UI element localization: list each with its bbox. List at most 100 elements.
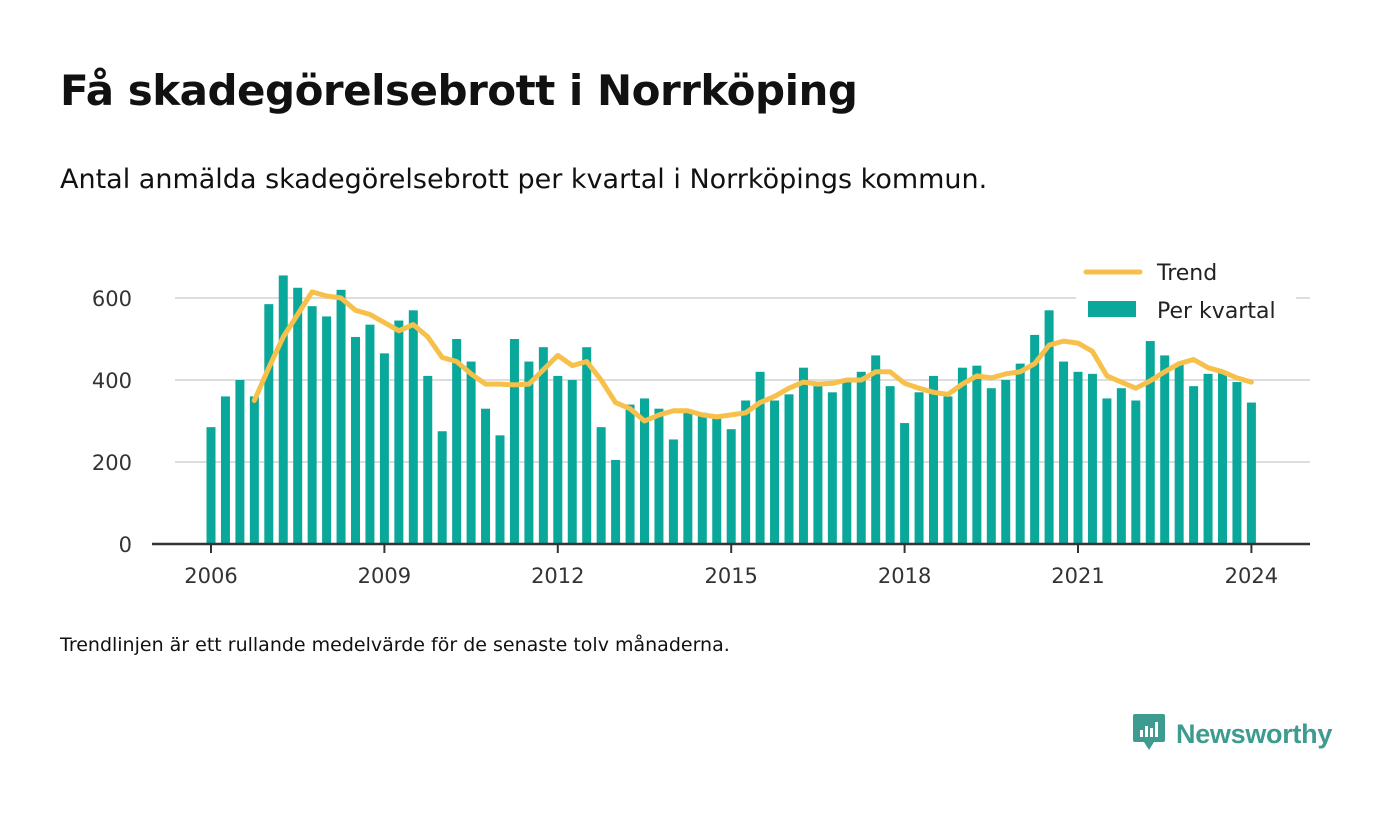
chart-title: Få skadegörelsebrott i Norrköping: [60, 66, 858, 115]
bar: [220, 396, 230, 544]
bar: [351, 336, 360, 544]
legend-bar-label: Per kvartal: [1157, 299, 1276, 324]
newsworthy-logo: Newsworthy: [1132, 712, 1332, 756]
bar: [1116, 388, 1126, 544]
bar: [611, 459, 621, 544]
bar: [538, 347, 548, 544]
bar: [1189, 386, 1199, 544]
bar: [683, 410, 693, 544]
bar: [394, 320, 404, 544]
bar: [264, 304, 274, 544]
bar: [1001, 380, 1011, 544]
bar: [957, 367, 967, 544]
bar: [249, 396, 259, 544]
legend-background: [1076, 255, 1296, 339]
bar: [900, 423, 910, 544]
bars: [206, 275, 1256, 544]
newsworthy-logo-icon: [1132, 712, 1166, 756]
bar: [466, 361, 476, 544]
bar: [495, 435, 505, 544]
bar: [553, 375, 563, 544]
axes: 0 200 400 600 2006 2009 2012 2015 2018 2021 2024: [92, 287, 1310, 588]
x-tick-label: 2024: [1225, 564, 1278, 588]
bar: [567, 380, 577, 544]
x-tick-label: 2021: [1051, 564, 1104, 588]
bar: [1087, 373, 1097, 544]
y-tick-label: 0: [119, 533, 132, 557]
bar: [423, 375, 433, 544]
bar: [322, 316, 332, 544]
bar: [365, 324, 375, 544]
x-tick-label: 2012: [531, 564, 584, 588]
bar: [986, 388, 996, 544]
bar: [452, 339, 462, 544]
bar: [827, 392, 837, 544]
bar: [755, 371, 765, 544]
legend-trend-label: Trend: [1156, 261, 1217, 286]
bar: [1059, 361, 1069, 544]
bar: [1102, 398, 1112, 544]
bar: [885, 386, 895, 544]
bar: [206, 427, 216, 544]
bar: [336, 289, 346, 544]
legend-bar-swatch: [1088, 301, 1136, 317]
bar: [481, 408, 491, 544]
bar: [278, 275, 288, 544]
bar: [842, 380, 852, 544]
x-tick-label: 2018: [878, 564, 931, 588]
bar: [856, 371, 866, 544]
bar: [654, 408, 664, 544]
bar: [379, 353, 389, 544]
bar: [871, 355, 881, 544]
bar: [293, 287, 303, 544]
bar: [1218, 371, 1227, 544]
bar: [1160, 355, 1170, 544]
y-tick-label: 600: [92, 287, 132, 311]
newsworthy-logo-text: Newsworthy: [1176, 718, 1333, 749]
bar: [582, 347, 592, 544]
x-tick-label: 2015: [704, 564, 757, 588]
chart-subtitle: Antal anmälda skadegörelsebrott per kvar…: [60, 164, 988, 195]
x-tick-label: 2006: [184, 564, 237, 588]
bar: [1030, 334, 1040, 544]
bar: [596, 427, 606, 544]
bar: [524, 361, 534, 544]
y-tick-label: 200: [92, 451, 132, 475]
bar: [625, 404, 635, 544]
bar: [770, 400, 780, 544]
bar: [784, 394, 794, 544]
bar: [712, 416, 722, 544]
bar: [668, 439, 678, 544]
x-tick-label: 2009: [358, 564, 411, 588]
trend-series: [251, 289, 1254, 424]
bar: [509, 339, 519, 544]
bar: [914, 392, 924, 544]
bar: [1044, 310, 1054, 544]
y-tick-label: 400: [92, 369, 132, 393]
bar: [741, 400, 751, 544]
chart-footnote: Trendlinjen är ett rullande medelvärde f…: [60, 634, 730, 656]
bar: [726, 429, 736, 544]
bar: [1203, 373, 1213, 544]
bar: [1174, 363, 1184, 544]
bar: [1232, 382, 1242, 544]
bar: [640, 398, 649, 544]
bar: [1131, 400, 1141, 544]
trend-line: [251, 289, 1254, 424]
bar: [1246, 402, 1256, 544]
bar: [929, 375, 938, 544]
bar: [972, 365, 982, 544]
bar: [1073, 371, 1083, 544]
bar: [307, 306, 317, 544]
bar: [697, 412, 707, 544]
bar: [437, 431, 447, 544]
bar: [235, 380, 245, 544]
bar: [408, 310, 418, 544]
bar: [798, 367, 808, 544]
bar: [1015, 363, 1025, 544]
bar: [1145, 341, 1155, 544]
bar: [943, 396, 953, 544]
bar: [813, 386, 823, 544]
legend: Trend Per kvartal: [1076, 255, 1296, 339]
